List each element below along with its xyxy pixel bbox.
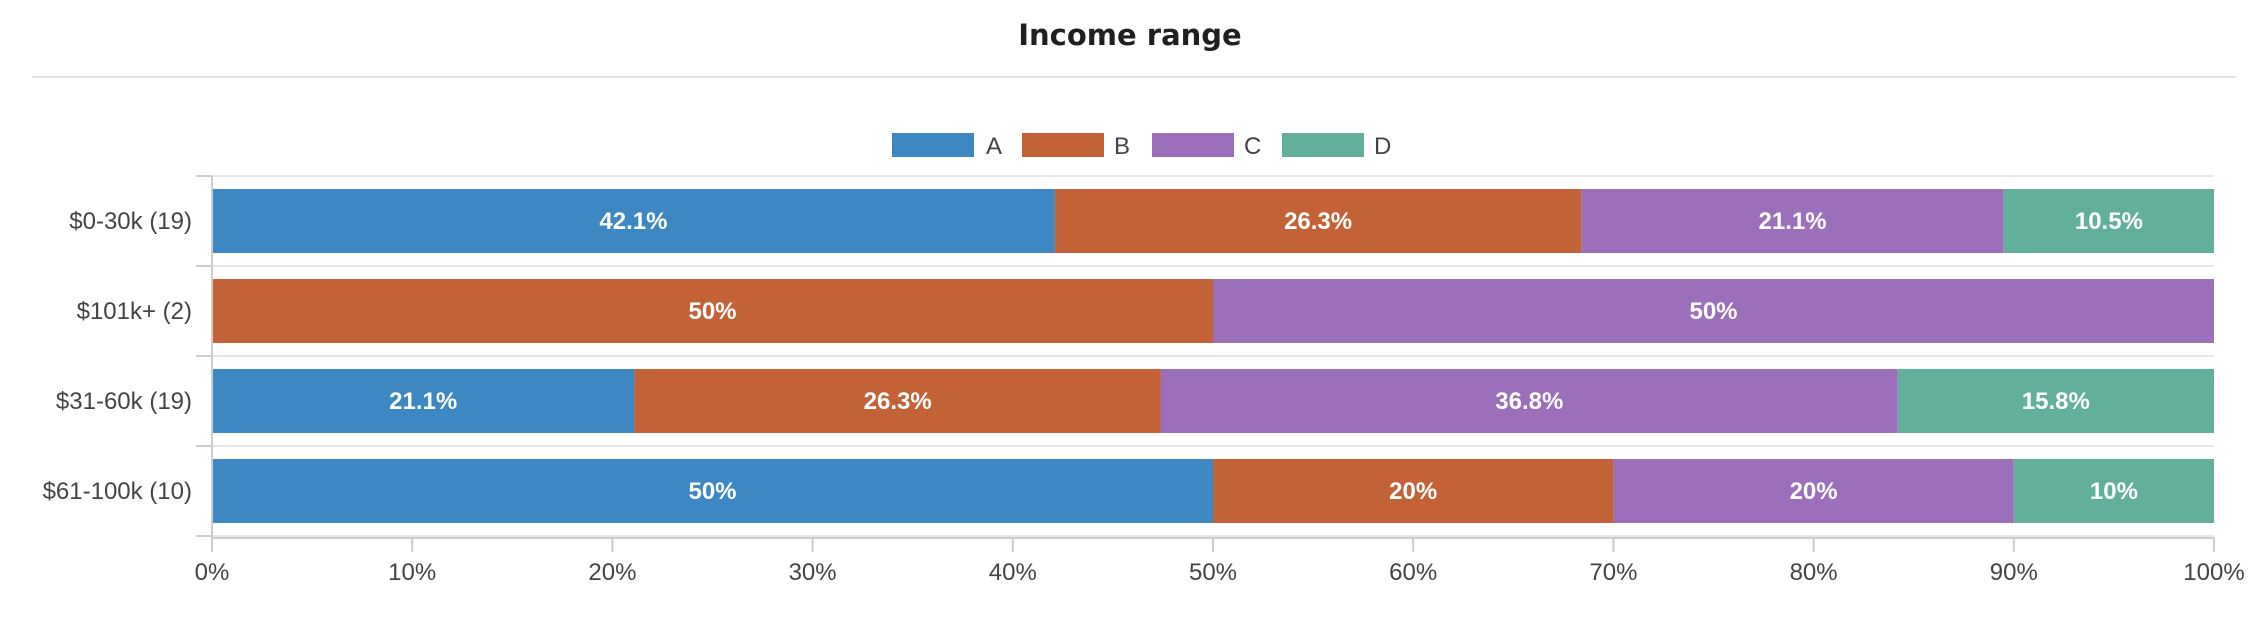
legend-label-a: A: [986, 133, 1002, 160]
legend-swatch-c: [1152, 133, 1234, 157]
data-label-c-row-1: 50%: [1689, 298, 1737, 325]
bar-a-row-3: [212, 459, 1213, 523]
category-label-0: $0-30k (19): [69, 208, 192, 235]
legend-label-d: D: [1374, 133, 1391, 160]
data-label-d-row-3: 10%: [2090, 478, 2138, 505]
bar-d-row-0: [2003, 189, 2214, 253]
x-tick-label-9: 90%: [1990, 559, 2038, 586]
legend-swatch-b: [1022, 133, 1104, 157]
bar-c-row-1: [1213, 279, 2214, 343]
data-label-c-row-0: 21.1%: [1759, 208, 1827, 235]
bar-d-row-2: [1897, 369, 2214, 433]
x-tick-label-0: 0%: [195, 559, 230, 586]
bar-a-row-0: [212, 189, 1055, 253]
bar-c-row-0: [1581, 189, 2004, 253]
legend-swatch-d: [1282, 133, 1364, 157]
data-label-a-row-0: 42.1%: [599, 208, 667, 235]
x-tick-label-4: 40%: [989, 559, 1037, 586]
category-label-1: $101k+ (2): [77, 298, 192, 325]
chart-title: Income range: [1018, 18, 1242, 52]
data-label-a-row-2: 21.1%: [389, 388, 457, 415]
category-label-2: $31-60k (19): [56, 388, 192, 415]
x-tick-label-8: 80%: [1790, 559, 1838, 586]
x-tick-label-10: 100%: [2183, 559, 2244, 586]
data-label-c-row-3: 20%: [1790, 478, 1838, 505]
bar-b-row-2: [634, 369, 1161, 433]
bar-b-row-0: [1054, 189, 1582, 253]
data-label-d-row-0: 10.5%: [2075, 208, 2143, 235]
legend-swatch-a: [892, 133, 974, 157]
x-tick-label-5: 50%: [1189, 559, 1237, 586]
bar-b-row-3: [1213, 459, 1614, 523]
bar-b-row-1: [212, 279, 1213, 343]
data-label-b-row-2: 26.3%: [864, 388, 932, 415]
legend-label-c: C: [1244, 133, 1261, 160]
x-tick-label-6: 60%: [1389, 559, 1437, 586]
bar-a-row-2: [212, 369, 635, 433]
bar-c-row-2: [1160, 369, 1898, 433]
data-label-b-row-0: 26.3%: [1284, 208, 1352, 235]
bar-c-row-3: [1613, 459, 2014, 523]
data-label-c-row-2: 36.8%: [1495, 388, 1563, 415]
category-label-3: $61-100k (10): [43, 478, 192, 505]
x-tick-label-2: 20%: [588, 559, 636, 586]
data-label-d-row-2: 15.8%: [2022, 388, 2090, 415]
x-tick-label-3: 30%: [789, 559, 837, 586]
data-label-a-row-3: 50%: [688, 478, 736, 505]
title-divider: [32, 76, 2236, 78]
data-label-b-row-3: 20%: [1389, 478, 1437, 505]
legend-label-b: B: [1114, 133, 1130, 160]
data-label-b-row-1: 50%: [688, 298, 736, 325]
bar-d-row-3: [2013, 459, 2214, 523]
x-tick-label-1: 10%: [388, 559, 436, 586]
x-tick-label-7: 70%: [1589, 559, 1637, 586]
